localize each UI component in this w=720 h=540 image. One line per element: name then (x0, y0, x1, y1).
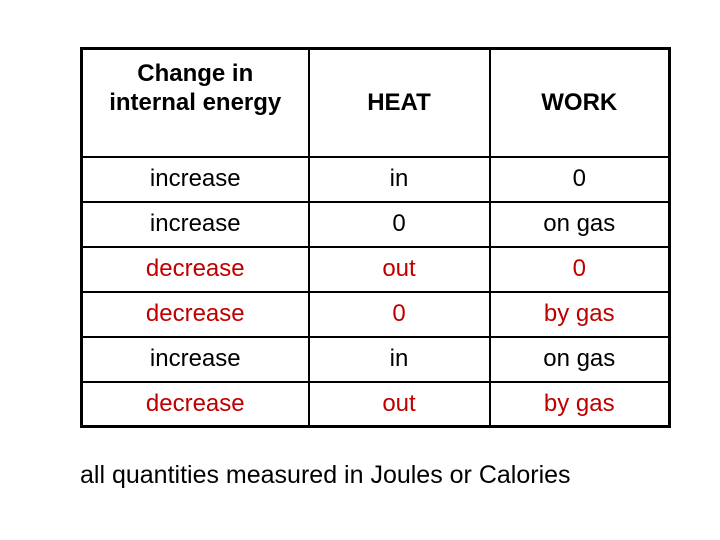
cell-work: by gas (488, 380, 671, 428)
units-caption: all quantities measured in Joules or Cal… (80, 461, 571, 489)
table-row: decrease 0 by gas (80, 290, 671, 338)
table-header-row: Change in internal energy HEAT WORK (80, 47, 671, 158)
cell-heat: out (307, 380, 491, 428)
cell-heat: in (307, 155, 491, 203)
cell-internal-energy: decrease (80, 380, 310, 428)
cell-internal-energy: decrease (80, 245, 310, 293)
cell-work: on gas (488, 200, 671, 248)
cell-work: 0 (488, 245, 671, 293)
cell-internal-energy: decrease (80, 290, 310, 338)
cell-heat: 0 (307, 290, 491, 338)
cell-internal-energy: increase (80, 200, 310, 248)
table-row: increase in 0 (80, 155, 671, 203)
cell-internal-energy: increase (80, 335, 310, 383)
cell-heat: out (307, 245, 491, 293)
table-row: increase 0 on gas (80, 200, 671, 248)
cell-work: on gas (488, 335, 671, 383)
table-row: decrease out 0 (80, 245, 671, 293)
cell-heat: in (307, 335, 491, 383)
cell-internal-energy: increase (80, 155, 310, 203)
table-row: decrease out by gas (80, 380, 671, 428)
table-row: increase in on gas (80, 335, 671, 383)
header-change-in-internal-energy: Change in internal energy (80, 47, 310, 158)
cell-work: by gas (488, 290, 671, 338)
cell-heat: 0 (307, 200, 491, 248)
cell-work: 0 (488, 155, 671, 203)
header-work: WORK (488, 47, 671, 158)
energy-table: Change in internal energy HEAT WORK incr… (80, 47, 671, 428)
header-heat: HEAT (307, 47, 491, 158)
